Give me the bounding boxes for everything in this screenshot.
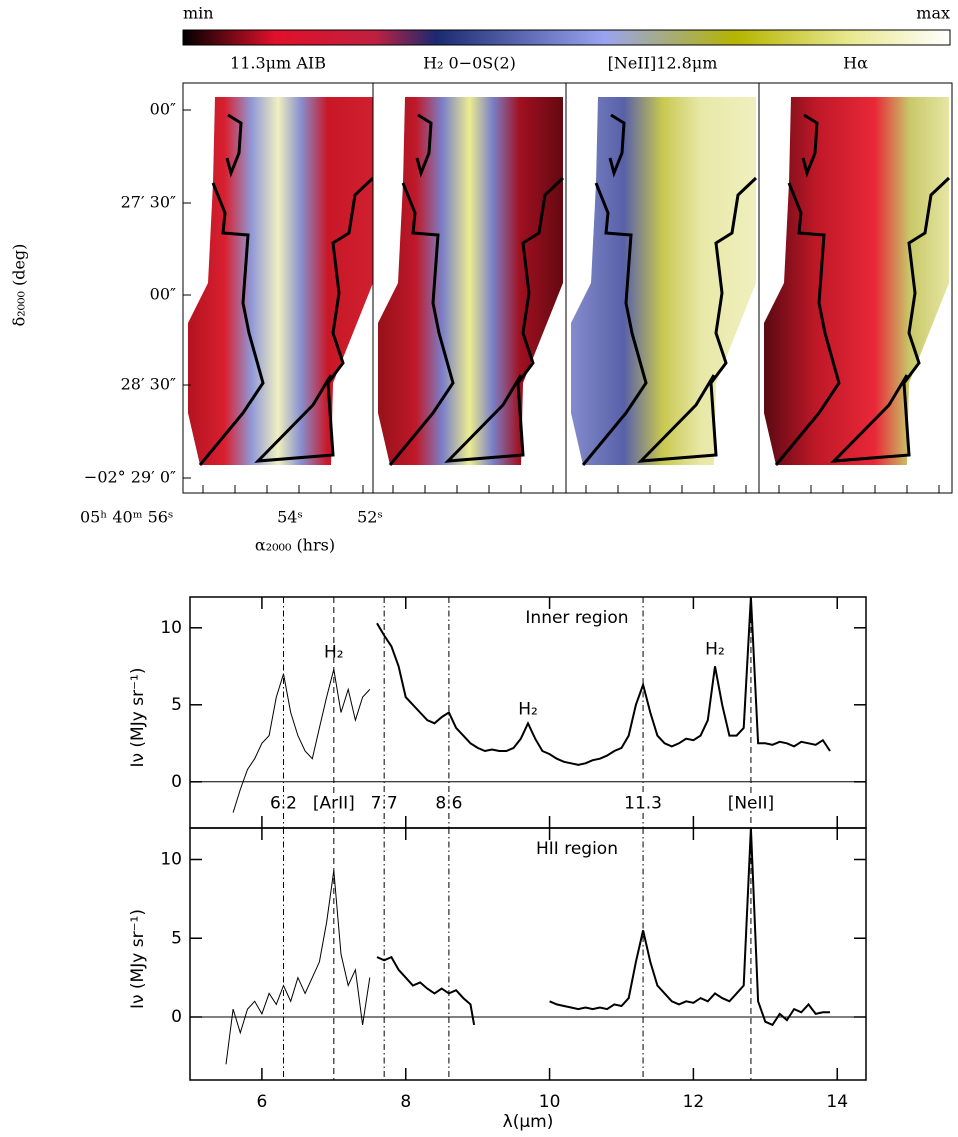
map-contour [830, 176, 951, 463]
map-y-tick-label: 00″ [150, 285, 176, 304]
map-x-tick-label: 54ˢ [277, 508, 303, 527]
x-tick-label: 14 [826, 1092, 848, 1112]
panel-title: HII region [536, 839, 618, 859]
plot-frame [189, 827, 867, 1081]
map-y-tick-label: 27′ 30″ [121, 193, 176, 212]
map-title: Hα [843, 54, 868, 73]
colorbar [182, 29, 951, 46]
reference-label: 6.2 [270, 793, 297, 813]
reference-label: [NeII] [728, 793, 774, 813]
map-contour [444, 176, 565, 463]
spectrum-line [232, 669, 371, 813]
y-tick-label: 10 [160, 618, 182, 638]
reference-label: 7.7 [371, 793, 398, 813]
colorbar-min: min [183, 4, 214, 23]
line-annotation: H₂ [705, 639, 725, 659]
map-y-tick-label: −02° 29′ 0″ [84, 468, 176, 487]
x-tick-label: 8 [400, 1092, 411, 1112]
map-contour [225, 113, 243, 178]
map-panel [758, 82, 953, 494]
spectrum-line [225, 870, 371, 1065]
line-annotation: H₂ [324, 642, 344, 662]
spectra: 0 5 10 6.2 [ArII] 7.7 8.6 11.3 [NeII] H₂ H₂ H₂ Inner… [128, 596, 867, 1132]
map-contour [415, 113, 433, 178]
colorbar-max: max [916, 4, 950, 23]
map-contour [254, 176, 375, 463]
map-panel [565, 82, 760, 494]
panel-title: Inner region [525, 608, 628, 628]
y-tick-label: 0 [171, 1007, 182, 1027]
spectrum-line [376, 827, 830, 1027]
map-contour [581, 182, 648, 466]
map-panel [372, 82, 567, 494]
map-x-label: α₂₀₀₀ (hrs) [255, 536, 335, 555]
map-contour [198, 182, 265, 466]
map-panel [182, 82, 375, 494]
map-x-tick-label: 05ʰ 40ᵐ 56ˢ [80, 508, 173, 527]
spectrum-line [376, 596, 831, 766]
map-contour [388, 182, 455, 466]
x-tick-label: 10 [539, 1092, 561, 1112]
reference-label: 11.3 [624, 793, 662, 813]
map-title: [NeII]12.8μm [608, 54, 718, 73]
y-axis-label: Iν (MJy sr⁻¹) [128, 668, 148, 768]
reference-label: 8.6 [435, 793, 462, 813]
y-tick-label: 0 [171, 772, 182, 792]
y-tick-label: 5 [171, 695, 182, 715]
map-contour [608, 113, 626, 178]
x-tick-label: 12 [683, 1092, 705, 1112]
map-frame [758, 82, 953, 494]
x-axis-label: λ(μm) [503, 1112, 554, 1132]
map-contour [637, 176, 758, 463]
y-axis-label: Iν (MJy sr⁻¹) [128, 909, 148, 1009]
map-panels: 11.3μm AIB H₂ 0−0S(2) [NeII]12.8μm Hα 00″ 27′… [80, 54, 953, 527]
map-y-tick-label: 28′ 30″ [121, 375, 176, 394]
map-title: 11.3μm AIB [230, 54, 326, 73]
map-x-tick-label: 52ˢ [357, 508, 383, 527]
map-contour [774, 182, 841, 466]
y-tick-label: 5 [171, 928, 182, 948]
map-y-tick-label: 00″ [150, 100, 176, 119]
map-contour [801, 113, 819, 178]
x-tick-label: 6 [257, 1092, 268, 1112]
map-y-label: δ₂₀₀₀ (deg) [10, 244, 29, 327]
map-title: H₂ 0−0S(2) [423, 54, 516, 73]
y-tick-label: 10 [160, 850, 182, 870]
reference-label: [ArII] [313, 793, 355, 813]
line-annotation: H₂ [518, 699, 538, 719]
